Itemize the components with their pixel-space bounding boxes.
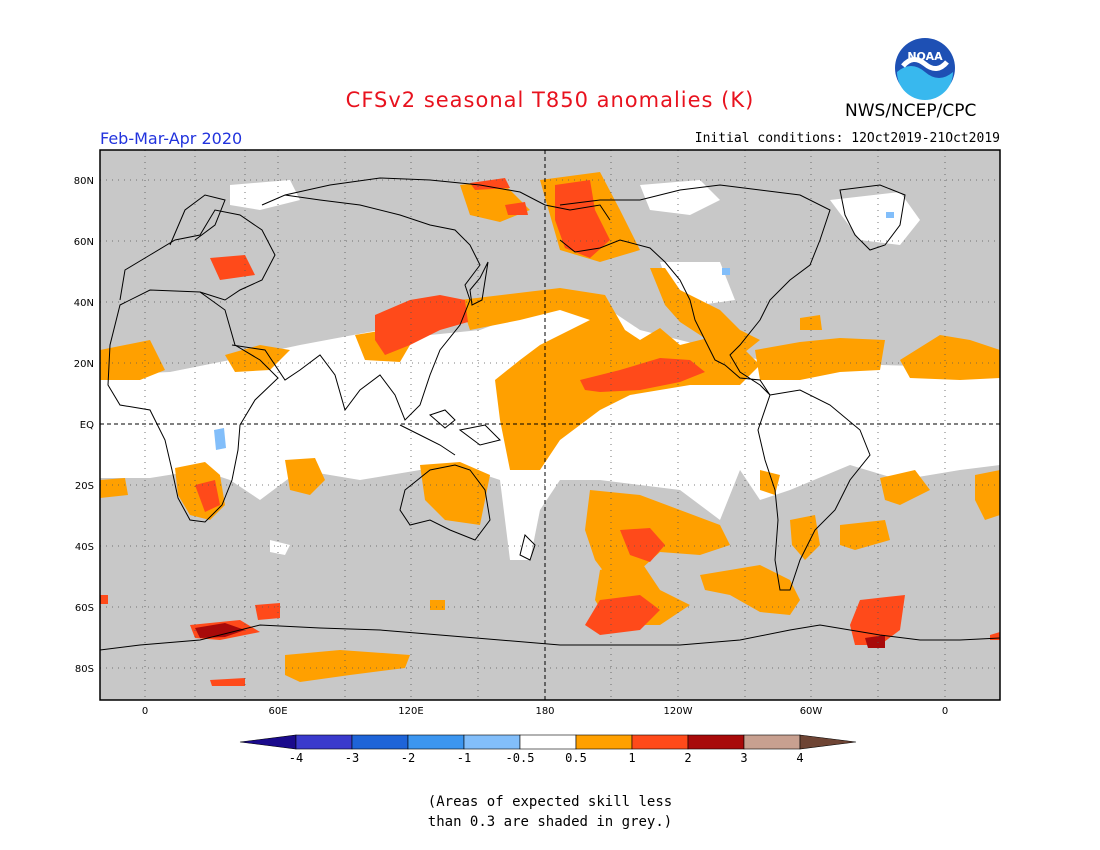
legend-tick-label: 1 — [628, 751, 635, 765]
anomaly-map: 80N 60N 40N 20N EQ 20S 40S 60S 80S 0 60E… — [74, 149, 1001, 765]
lat-lon-grid — [100, 150, 1000, 700]
legend-swatch — [743, 734, 801, 750]
legend-tick-label: 3 — [740, 751, 747, 765]
footnote-line-1: (Areas of expected skill less — [427, 794, 673, 810]
lat-label: 60S — [75, 603, 94, 614]
lat-label: EQ — [80, 420, 94, 431]
lat-label: 80N — [74, 176, 94, 187]
legend-swatch — [295, 734, 353, 750]
legend-tick-label: -0.5 — [506, 751, 535, 765]
legend-swatch — [575, 734, 633, 750]
legend-tick-label: -1 — [457, 751, 471, 765]
noaa-logo-text: NOAA — [907, 50, 943, 63]
lat-label: 40N — [74, 298, 94, 309]
legend-swatch — [519, 734, 577, 750]
footnote: (Areas of expected skill less than 0.3 a… — [0, 792, 1100, 832]
legend-tick-label: 4 — [796, 751, 803, 765]
anomaly-neg-0-5-to-1-areas — [214, 212, 894, 450]
lat-label: 20S — [75, 481, 94, 492]
legend-tick-label: -3 — [345, 751, 359, 765]
legend-swatch — [239, 734, 297, 750]
lon-label: 60W — [800, 706, 823, 717]
initial-conditions-label: Initial conditions: 12Oct2019-21Oct2019 — [694, 131, 1000, 146]
lon-label: 0 — [942, 706, 948, 717]
legend-swatch — [687, 734, 745, 750]
noaa-logo-icon: NOAA — [895, 38, 955, 100]
lat-label: 60N — [74, 237, 94, 248]
map-title: CFSv2 seasonal T850 anomalies (K) — [345, 88, 755, 112]
lon-label: 180 — [535, 706, 554, 717]
legend-tick-label: -4 — [289, 751, 303, 765]
legend-swatch — [799, 734, 857, 750]
coastlines — [100, 177, 1000, 651]
lat-label: 20N — [74, 359, 94, 370]
lon-label: 120W — [664, 706, 693, 717]
legend-tick-label: -2 — [401, 751, 415, 765]
lon-label: 60E — [268, 706, 287, 717]
latitude-labels: 80N 60N 40N 20N EQ 20S 40S 60S 80S — [74, 176, 94, 675]
lon-label: 120E — [398, 706, 423, 717]
lon-label: 0 — [142, 706, 148, 717]
lat-label: 40S — [75, 542, 94, 553]
longitude-labels: 0 60E 120E 180 120W 60W 0 — [142, 706, 948, 717]
season-label: Feb-Mar-Apr 2020 — [100, 129, 243, 148]
legend-tick-label: 0.5 — [565, 751, 587, 765]
anomaly-1-to-2-areas — [100, 178, 1000, 686]
footnote-line-2: than 0.3 are shaded in grey.) — [427, 814, 673, 830]
legend-swatch — [631, 734, 689, 750]
anomaly-2-to-3-areas — [195, 623, 885, 648]
agency-label: NWS/NCEP/CPC — [845, 101, 977, 121]
color-legend: -4 -3 -2 -1 -0.5 0.5 1 2 3 4 — [239, 734, 857, 765]
map-frame — [99, 149, 1001, 701]
lat-label: 80S — [75, 664, 94, 675]
legend-tick-label: 2 — [684, 751, 691, 765]
legend-swatch — [351, 734, 409, 750]
legend-swatch — [463, 734, 521, 750]
legend-swatch — [407, 734, 465, 750]
